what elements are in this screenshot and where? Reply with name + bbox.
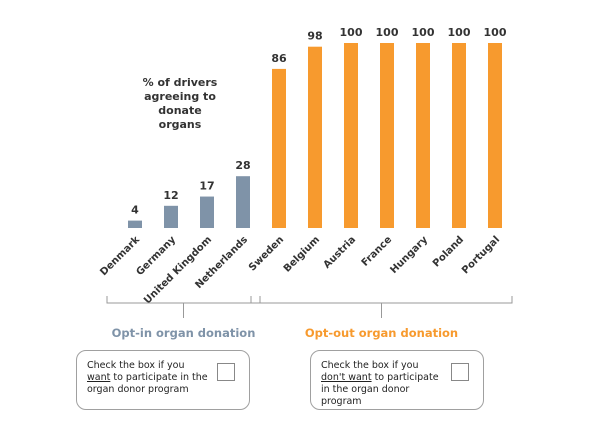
bar: [164, 205, 178, 228]
value-label: 98: [307, 30, 322, 43]
text: Check the box if you: [87, 360, 185, 371]
bar: [128, 220, 142, 228]
annotation: % of drivers agreeing to donate organs: [130, 76, 230, 132]
bar: [416, 43, 430, 228]
value-label: 100: [484, 26, 507, 39]
value-label: 4: [131, 204, 139, 217]
checkbox-card: Check the box if you want to participate…: [76, 350, 250, 410]
bar: [488, 43, 502, 228]
value-label: 100: [412, 26, 435, 39]
checkbox-card: Check the box if you don't want to parti…: [310, 350, 484, 410]
x-tick-label: Austria: [322, 234, 359, 271]
x-tick-label: Poland: [431, 234, 466, 269]
card-text: Check the box if you want to participate…: [87, 360, 209, 396]
bar: [344, 43, 358, 228]
value-label: 28: [235, 159, 250, 172]
text: to participate in the organ donor progra…: [321, 372, 439, 407]
text: don't want: [321, 372, 372, 383]
value-label: 12: [163, 189, 178, 202]
value-label: 17: [199, 180, 214, 193]
annotation-line: % of drivers: [142, 76, 218, 89]
value-label: 100: [376, 26, 399, 39]
annotation-line: organs: [158, 118, 202, 131]
bar: [380, 43, 394, 228]
x-tick-label: United Kingdom: [142, 234, 214, 306]
group-bracket: [250, 296, 513, 318]
value-label: 86: [271, 52, 287, 65]
text: Check the box if you: [321, 360, 419, 371]
bar: [308, 46, 322, 229]
text: want: [87, 372, 111, 383]
checkbox[interactable]: [217, 363, 235, 381]
value-label: 100: [448, 26, 471, 39]
checkbox[interactable]: [451, 363, 469, 381]
x-tick-label: Sweden: [247, 234, 286, 273]
group-label: Opt-out organ donation: [305, 326, 458, 340]
x-tick-label: France: [360, 234, 395, 269]
annotation-line: agreeing to: [144, 90, 216, 103]
bar: [200, 196, 214, 228]
annotation-line: donate: [158, 104, 202, 117]
bar: [452, 43, 466, 228]
bar: [236, 176, 250, 228]
group-bracket: [106, 296, 261, 318]
bar: [272, 68, 286, 229]
x-tick-label: Hungary: [388, 234, 430, 276]
group-label: Opt-in organ donation: [112, 326, 256, 340]
value-label: 100: [340, 26, 363, 39]
x-tick-label: Belgium: [282, 234, 322, 274]
card-text: Check the box if you don't want to parti…: [321, 360, 443, 408]
x-tick-label: Portugal: [460, 234, 502, 276]
text: to participate in the organ donor progra…: [87, 372, 208, 395]
